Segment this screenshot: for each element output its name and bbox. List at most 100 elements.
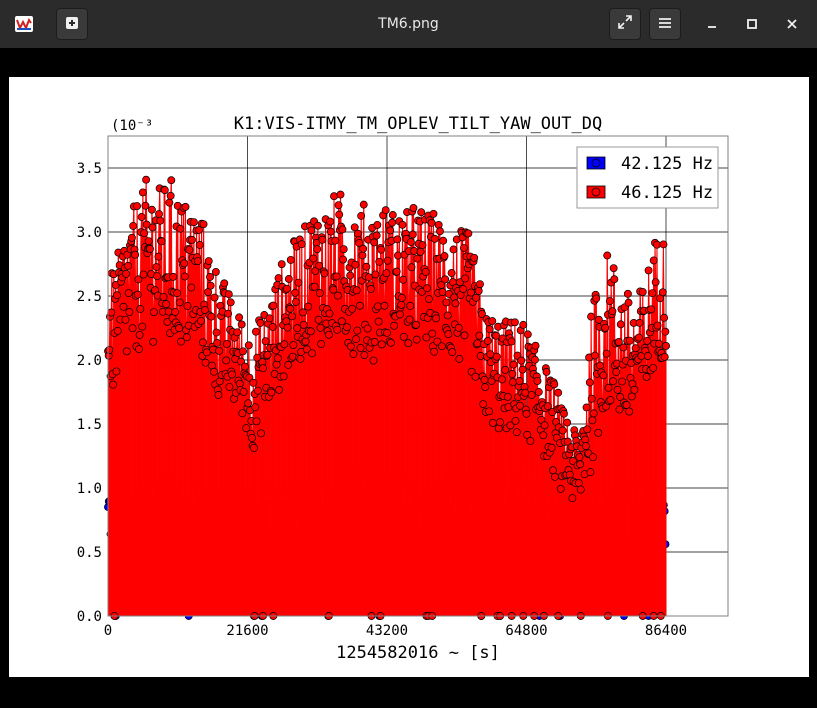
data-point: [253, 386, 262, 395]
data-point: [307, 226, 316, 235]
data-point: [388, 218, 397, 227]
data-point: [380, 301, 389, 310]
data-point: [436, 227, 444, 236]
data-point: [406, 301, 415, 310]
data-point: [661, 327, 670, 336]
data-point: [329, 285, 338, 294]
data-point: [358, 251, 367, 260]
data-point: [588, 416, 597, 425]
data-point: [148, 223, 157, 232]
data-point: [615, 405, 624, 414]
data-point: [509, 360, 518, 369]
data-point: [301, 337, 310, 346]
data-point: [353, 229, 362, 238]
data-point: [393, 235, 402, 244]
data-point: [212, 328, 221, 337]
x-tick-label: 0: [104, 623, 112, 639]
data-point: [492, 352, 501, 361]
data-point: [113, 291, 121, 300]
data-point: [105, 345, 114, 354]
data-point: [225, 382, 234, 391]
data-point: [647, 305, 656, 314]
data-point: [177, 337, 185, 346]
data-point: [215, 346, 224, 355]
data-point: [283, 323, 292, 332]
data-point: [318, 235, 327, 244]
data-point: [480, 375, 489, 384]
data-point: [316, 323, 325, 332]
data-point: [659, 240, 668, 249]
data-point: [467, 288, 475, 297]
data-point: [507, 337, 516, 346]
data-point: [352, 335, 360, 344]
data-point: [651, 278, 660, 287]
data-point: [388, 211, 397, 219]
data-point: [207, 312, 216, 321]
data-point: [159, 292, 168, 301]
data-point: [460, 331, 469, 340]
data-point: [313, 221, 322, 230]
data-point: [439, 236, 448, 245]
data-point: [233, 328, 242, 337]
data-point: [582, 403, 591, 412]
data-point: [162, 300, 171, 309]
data-point: [374, 302, 382, 311]
data-point: [175, 324, 183, 333]
data-point: [543, 402, 552, 411]
data-point: [530, 355, 539, 364]
data-point: [604, 383, 613, 392]
data-point: [602, 349, 611, 358]
data-point: [144, 237, 153, 246]
data-point: [616, 320, 625, 329]
x-tick-label: 86400: [645, 623, 687, 639]
data-point: [558, 426, 567, 435]
data-point: [302, 345, 311, 354]
data-point: [434, 220, 443, 229]
data-point: [362, 262, 371, 271]
data-point: [583, 425, 592, 434]
data-point: [325, 309, 334, 318]
data-point: [122, 269, 131, 278]
minimize-button[interactable]: [700, 12, 724, 36]
data-point: [133, 202, 142, 210]
data-point: [581, 435, 590, 444]
data-point: [309, 254, 318, 263]
data-point: [591, 351, 599, 360]
data-point: [146, 244, 154, 253]
data-point: [404, 339, 413, 348]
data-point: [644, 266, 653, 275]
data-point: [441, 275, 450, 284]
data-point: [383, 256, 392, 265]
new-tab-button[interactable]: [56, 8, 88, 40]
data-point: [198, 338, 207, 347]
data-point: [251, 403, 260, 412]
menu-button[interactable]: [649, 8, 681, 40]
close-button[interactable]: [780, 12, 804, 36]
data-point: [308, 349, 317, 358]
data-point: [239, 387, 248, 396]
data-point: [364, 273, 373, 282]
data-point: [381, 206, 390, 215]
axis-ticks: 0 21600 43200 64800 86400 0.0 0.5 1.0 1.5 2.0 2.5 3…: [77, 161, 687, 639]
data-point: [355, 301, 364, 310]
data-point: [200, 306, 209, 314]
x-tick-label: 64800: [505, 623, 547, 639]
data-point: [377, 340, 386, 349]
data-point: [183, 302, 192, 310]
data-point: [171, 307, 180, 316]
data-point: [353, 326, 362, 335]
data-point: [166, 191, 175, 200]
data-point: [592, 294, 601, 303]
data-point: [508, 370, 517, 378]
data-point: [630, 385, 639, 394]
data-point: [515, 376, 524, 385]
data-point: [623, 289, 632, 298]
fullscreen-button[interactable]: [609, 8, 641, 40]
data-point: [193, 257, 202, 265]
maximize-button[interactable]: [740, 12, 764, 36]
data-point: [261, 337, 270, 346]
chart-canvas: 0 21600 43200 64800 86400 0.0 0.5 1.0 1.5 2.0 2.5 3…: [9, 77, 809, 677]
data-point: [501, 365, 510, 374]
data-point: [610, 275, 619, 284]
data-point: [425, 295, 433, 304]
